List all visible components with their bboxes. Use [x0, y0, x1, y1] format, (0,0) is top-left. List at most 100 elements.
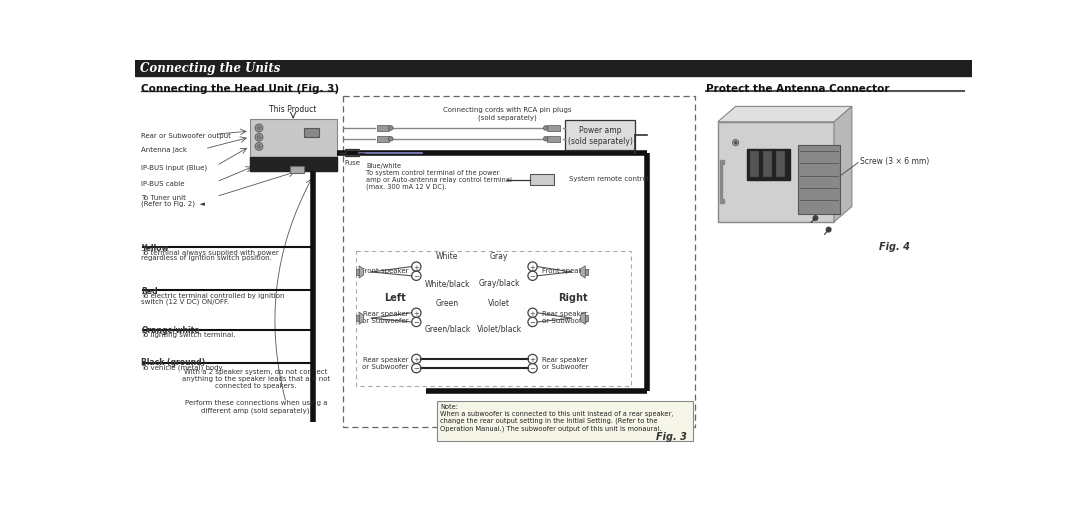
Circle shape: [543, 126, 548, 131]
Text: To vehicle (metal) body.: To vehicle (metal) body.: [141, 364, 224, 371]
Bar: [342, 97, 696, 428]
Polygon shape: [581, 313, 585, 325]
Bar: [249, 158, 337, 172]
Text: −: −: [414, 319, 419, 325]
Text: Fig. 4: Fig. 4: [879, 242, 909, 251]
Polygon shape: [720, 161, 724, 203]
Text: Fig. 3: Fig. 3: [656, 432, 687, 441]
Bar: [548, 126, 559, 132]
Circle shape: [255, 134, 262, 142]
Bar: [762, 152, 772, 178]
Text: +: +: [414, 356, 419, 362]
Text: Rear speaker
or Subwoofer: Rear speaker or Subwoofer: [362, 310, 408, 324]
Bar: [548, 136, 559, 143]
Text: switch (12 V DC) ON/OFF.: switch (12 V DC) ON/OFF.: [141, 298, 229, 304]
Text: Blue/white
To system control terminal of the power
amp or Auto-antenna relay con: Blue/white To system control terminal of…: [366, 162, 512, 190]
Text: Perform these connections when using a
different amp (sold separately).: Perform these connections when using a d…: [185, 399, 327, 413]
FancyBboxPatch shape: [718, 123, 834, 222]
Text: Green/black: Green/black: [424, 324, 471, 333]
Circle shape: [255, 144, 262, 151]
Text: Red: Red: [141, 286, 158, 295]
Circle shape: [543, 137, 548, 142]
Circle shape: [813, 216, 818, 221]
Text: Rear speaker
or Subwoofer: Rear speaker or Subwoofer: [362, 357, 408, 370]
Text: Connecting the Head Unit (Fig. 3): Connecting the Head Unit (Fig. 3): [141, 84, 339, 94]
Bar: [377, 136, 389, 143]
Text: Orange/white: Orange/white: [141, 325, 200, 334]
Polygon shape: [834, 107, 852, 222]
Text: Rear speaker
or Subwoofer: Rear speaker or Subwoofer: [542, 310, 589, 324]
Text: +: +: [529, 356, 536, 362]
Bar: [747, 150, 789, 180]
Text: Connecting the Units: Connecting the Units: [140, 62, 281, 75]
Bar: [135, 61, 972, 76]
Bar: [437, 401, 693, 441]
Text: IP-BUS input (Blue): IP-BUS input (Blue): [141, 164, 207, 171]
Text: −: −: [529, 319, 536, 325]
Bar: [585, 269, 589, 275]
Text: +: +: [529, 310, 536, 316]
Text: Left: Left: [383, 293, 405, 303]
Bar: [775, 152, 785, 178]
Bar: [377, 126, 389, 132]
Text: Connecting cords with RCA pin plugs
(sold separately): Connecting cords with RCA pin plugs (sol…: [443, 107, 571, 121]
Circle shape: [389, 137, 393, 142]
Circle shape: [826, 228, 831, 233]
Polygon shape: [718, 107, 852, 123]
Circle shape: [257, 145, 261, 149]
Bar: [750, 152, 759, 178]
Bar: [530, 175, 554, 186]
Text: To electric terminal controlled by ignition: To electric terminal controlled by ignit…: [141, 292, 285, 298]
Text: With a 2 speaker system, do not connect
anything to the speaker leads that are n: With a 2 speaker system, do not connect …: [181, 369, 330, 388]
Text: Black (ground): Black (ground): [141, 358, 205, 366]
Text: Rear speaker
or Subwoofer: Rear speaker or Subwoofer: [542, 357, 589, 370]
Text: Gray/black: Gray/black: [478, 278, 519, 288]
Bar: [356, 251, 631, 386]
Text: White: White: [436, 252, 459, 261]
Text: To terminal always supplied with power: To terminal always supplied with power: [141, 249, 279, 256]
Text: regardless of ignition switch position.: regardless of ignition switch position.: [141, 254, 272, 261]
Text: Antenna jack: Antenna jack: [141, 147, 187, 153]
Bar: [565, 121, 635, 150]
Bar: [303, 129, 320, 138]
Text: IP-BUS cable: IP-BUS cable: [141, 180, 185, 186]
Text: To lighting switch terminal.: To lighting switch terminal.: [141, 331, 235, 337]
Text: Violet: Violet: [488, 298, 510, 307]
Bar: [798, 146, 840, 215]
Text: Protect the Antenna Connector: Protect the Antenna Connector: [706, 84, 890, 94]
Text: Front speaker: Front speaker: [361, 268, 408, 274]
Text: Front speaker: Front speaker: [542, 268, 590, 274]
Text: −: −: [414, 273, 419, 279]
Text: Gray: Gray: [490, 252, 509, 261]
Text: Green: Green: [435, 298, 459, 307]
Text: White/black: White/black: [424, 278, 470, 288]
Text: Yellow: Yellow: [141, 243, 168, 252]
Text: −: −: [529, 365, 536, 372]
Bar: [249, 120, 337, 172]
Circle shape: [257, 127, 261, 131]
Polygon shape: [581, 266, 585, 278]
Text: System remote control: System remote control: [569, 176, 649, 182]
Text: Right: Right: [558, 293, 588, 303]
Text: +: +: [414, 310, 419, 316]
Bar: [585, 316, 589, 322]
Circle shape: [255, 125, 262, 132]
Text: −: −: [529, 273, 536, 279]
Circle shape: [389, 126, 393, 131]
Text: To Tuner unit: To Tuner unit: [141, 195, 186, 201]
Text: (Refer to Fig. 2)  ◄: (Refer to Fig. 2) ◄: [141, 200, 205, 207]
Polygon shape: [359, 313, 364, 325]
Bar: [356, 316, 359, 322]
Text: Screw (3 × 6 mm): Screw (3 × 6 mm): [860, 156, 929, 165]
Circle shape: [257, 136, 261, 140]
Text: +: +: [529, 264, 536, 270]
Polygon shape: [359, 266, 364, 278]
Bar: [356, 269, 359, 275]
Text: +: +: [414, 264, 419, 270]
Text: Note:
When a subwoofer is connected to this unit instead of a rear speaker,
chan: Note: When a subwoofer is connected to t…: [441, 403, 674, 431]
Text: This Product: This Product: [269, 104, 316, 114]
Bar: [345, 150, 359, 157]
Circle shape: [734, 142, 737, 145]
Text: Fuse: Fuse: [345, 159, 360, 165]
Text: Violet/black: Violet/black: [476, 324, 522, 333]
